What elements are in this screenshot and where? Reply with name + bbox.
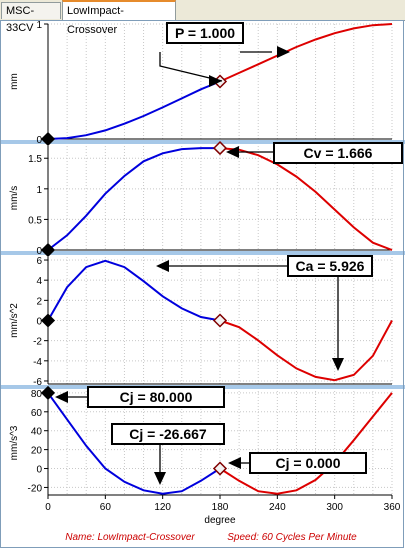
annotation-arrowhead (277, 46, 290, 58)
y-tick-label: 0 (36, 317, 42, 328)
annotation-arrowhead (209, 75, 222, 87)
annotation-arrowhead (332, 358, 344, 371)
y-tick-label: -20 (28, 483, 43, 494)
panel-acceleration (40, 257, 393, 385)
fall-curve (219, 23, 393, 83)
annotation-arrowhead (228, 457, 241, 469)
annotation-cj-min-box (111, 423, 225, 445)
y-tick-label: 20 (31, 446, 43, 457)
curve-marker (40, 131, 56, 147)
chart-border (0, 20, 404, 548)
y-tick-label: 0 (36, 465, 42, 476)
footer-name: Name: LowImpact-Crossover (65, 532, 195, 543)
tab-msc-33cv[interactable]: MSC-33CV (1, 2, 61, 34)
y-axis-label: mm/s^3 (9, 425, 20, 460)
annotation-cv-box (273, 142, 403, 164)
y-tick-label: 40 (31, 427, 43, 438)
fall-curve (219, 392, 393, 495)
y-tick-label: -6 (33, 377, 42, 388)
annotation-cj-zero-box (249, 452, 367, 474)
annotation-p: P = 1.000 (175, 25, 235, 41)
y-tick-label: 1 (36, 20, 42, 31)
tab-bar: MSC-33CV LowImpact-Crossover (0, 0, 405, 36)
annotation-arrowhead (55, 391, 68, 403)
y-tick-label: 2 (36, 296, 42, 307)
curve-marker (212, 141, 228, 156)
annotation-cj-max: Cj = 80.000 (120, 389, 193, 405)
y-axis-label: mm (9, 73, 20, 90)
x-tick-label: 0 (45, 502, 51, 513)
annotation-cj-zero: Cj = 0.000 (276, 455, 341, 471)
rise-curve (47, 80, 221, 140)
panel-separator (0, 251, 405, 255)
rise-curve (47, 259, 221, 322)
y-tick-label: 1 (36, 185, 42, 196)
panel-velocity (40, 141, 393, 258)
panel-separator (0, 140, 405, 144)
x-tick-label: 360 (384, 502, 401, 513)
y-tick-label: 0 (36, 246, 42, 257)
x-tick-label: 120 (154, 502, 171, 513)
footer-speed: Speed: 60 Cycles Per Minute (227, 532, 357, 543)
x-tick-label: 300 (326, 502, 343, 513)
y-tick-label: 6 (36, 256, 42, 267)
annotation-ca: Ca = 5.926 (296, 258, 365, 274)
y-tick-label: 60 (31, 408, 43, 419)
fall-curve (219, 319, 393, 382)
rise-curve (47, 392, 221, 495)
motion-charts: 01mm00.511.5mm/s-6-4-20246mm/s^2-2002040… (0, 20, 405, 548)
y-tick-label: 1.5 (28, 154, 42, 165)
annotation-arrowhead (154, 472, 166, 485)
curve-marker (40, 313, 56, 328)
annotation-cj-max-box (87, 386, 225, 408)
x-axis-label: degree (204, 515, 236, 526)
curve-marker (212, 461, 228, 476)
y-tick-label: 0.5 (28, 215, 42, 226)
annotation-p-box (166, 22, 244, 44)
annotation-arrowhead (226, 146, 239, 158)
annotation-arrow-p (159, 52, 223, 82)
y-tick-label: 80 (31, 389, 43, 400)
annotation-ca-box (287, 255, 373, 277)
y-tick-label: -2 (33, 337, 42, 348)
y-tick-label: 0 (36, 135, 42, 146)
y-tick-label: 4 (36, 276, 42, 287)
x-tick-label: 60 (100, 502, 112, 513)
y-axis-label: mm/s^2 (9, 303, 20, 338)
curve-marker (212, 313, 228, 328)
annotation-cv: Cv = 1.666 (304, 145, 373, 161)
x-tick-label: 180 (212, 502, 229, 513)
y-tick-label: -4 (33, 357, 42, 368)
x-tick-label: 240 (269, 502, 286, 513)
tab-lowimpact-crossover[interactable]: LowImpact-Crossover (62, 0, 176, 36)
annotation-arrowhead (156, 260, 169, 272)
y-axis-label: mm/s (9, 186, 20, 210)
curve-marker (40, 385, 56, 400)
curve-marker (40, 242, 56, 258)
rise-curve (47, 147, 220, 251)
annotation-cj-min: Cj = -26.667 (129, 426, 207, 442)
